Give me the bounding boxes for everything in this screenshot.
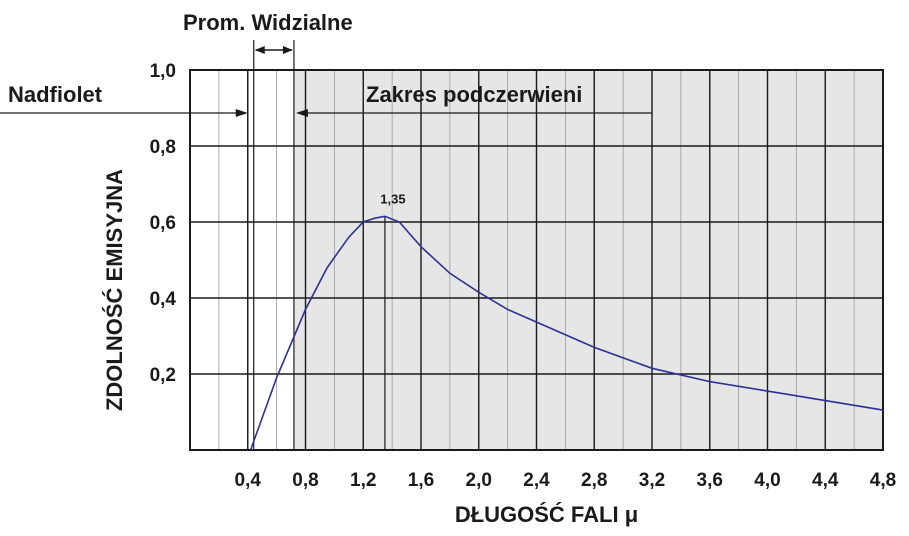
y-tick-label: 0,8	[150, 137, 176, 158]
visible-band-label: Prom. Widzialne	[183, 10, 353, 35]
emissivity-curve	[249, 215, 884, 451]
ultraviolet-band-label: Nadfiolet	[8, 82, 103, 107]
visible-arrowhead-right	[282, 46, 293, 54]
x-tick-label: 4,8	[870, 470, 896, 491]
x-tick-label: 3,2	[639, 470, 665, 491]
x-tick-label: 0,4	[235, 470, 262, 491]
plot-frame	[189, 69, 884, 451]
x-tick-labels: 0,4 0,8 1,2 1,6 2,0 2,4 2,8 3,2 3,6 4,0 4,4 4,8	[235, 470, 897, 491]
x-tick-label: 2,0	[466, 470, 492, 491]
visible-arrowhead-left	[254, 46, 265, 54]
x-tick-label: 1,2	[350, 470, 376, 491]
infrared-band-label: Zakres podczerwieni	[366, 82, 582, 107]
x-tick-label: 1,6	[408, 470, 434, 491]
x-axis-title: DŁUGOŚĆ FALI μ	[455, 502, 638, 527]
x-tick-label: 4,4	[812, 470, 839, 491]
band-markers	[0, 40, 652, 450]
x-tick-label: 2,4	[523, 470, 550, 491]
x-tick-label: 4,0	[754, 470, 780, 491]
x-tick-label: 0,8	[292, 470, 318, 491]
ultraviolet-arrowhead	[235, 109, 248, 117]
y-tick-label: 0,4	[150, 289, 177, 310]
y-tick-label: 0,2	[150, 365, 176, 386]
infrared-shading	[293, 70, 883, 450]
y-tick-labels: 0,2 0,4 0,6 0,8 1,0	[150, 61, 177, 386]
peak-label: 1,35	[380, 191, 405, 206]
y-tick-label: 0,6	[150, 213, 176, 234]
y-axis-title: ZDOLNOŚĆ EMISYJNA	[102, 169, 127, 411]
infrared-arrowhead	[295, 109, 308, 117]
x-tick-label: 2,8	[581, 470, 607, 491]
x-tick-label: 3,6	[697, 470, 723, 491]
y-tick-label: 1,0	[150, 61, 176, 82]
